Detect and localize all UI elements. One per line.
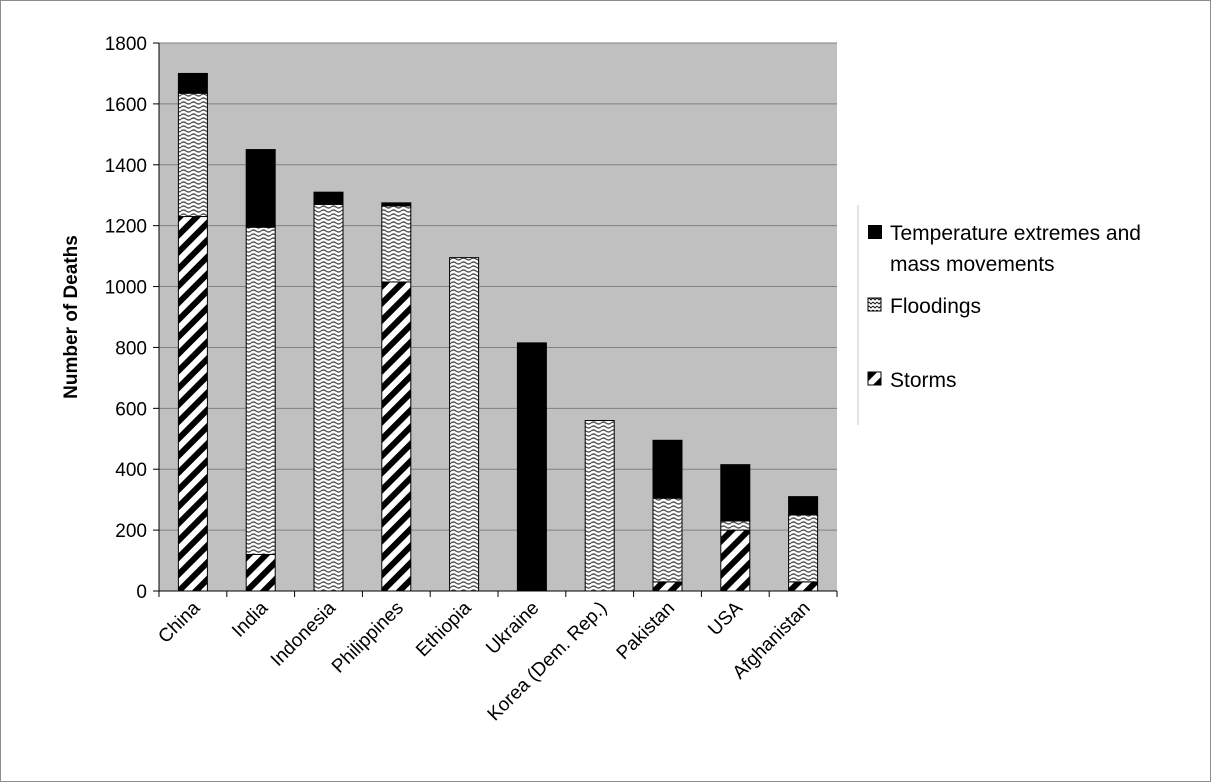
- y-tick-label: 1400: [105, 156, 147, 177]
- bar-segment-wavy-4: [449, 257, 480, 592]
- bar-segment-solid-5: [516, 342, 547, 592]
- legend-swatch-floodings: [867, 297, 882, 312]
- bar-segment-solid-0: [177, 72, 208, 94]
- category-label: China: [154, 597, 204, 647]
- y-tick-label: 200: [115, 521, 147, 542]
- category-label: Ukraine: [482, 598, 543, 659]
- bar-segment-wavy-0: [177, 92, 208, 218]
- bar-segment-wavy-8: [720, 520, 751, 531]
- category-label: Korea (Dem. Rep.): [484, 598, 612, 726]
- legend: Temperature extremes and mass movements …: [857, 205, 1141, 425]
- legend-swatch-temperature: [868, 225, 882, 239]
- y-tick-label: 400: [115, 460, 147, 481]
- y-tick-label: 600: [115, 399, 147, 420]
- bar-segment-diagonal-stripes-7: [652, 581, 683, 592]
- bar-segment-diagonal-stripes-3: [381, 281, 412, 592]
- bar-segment-wavy-3: [381, 205, 412, 283]
- category-label: Ethiopia: [412, 597, 476, 661]
- bar-segment-solid-8: [720, 464, 751, 522]
- bar-segment-solid-1: [245, 149, 276, 228]
- bar-segment-wavy-6: [584, 420, 615, 592]
- legend-label-floodings: Floodings: [890, 295, 981, 318]
- legend-label-temperature-line1: Temperature extremes and: [890, 222, 1141, 245]
- bar-segment-diagonal-stripes-9: [788, 581, 819, 592]
- category-label: Indonesia: [267, 597, 340, 670]
- y-tick-label: 0: [136, 582, 147, 603]
- bar-segment-wavy-7: [652, 497, 683, 583]
- legend-label-storms: Storms: [890, 369, 957, 392]
- bar-segment-solid-9: [788, 496, 819, 516]
- bar-segment-wavy-9: [788, 514, 819, 583]
- y-axis-label: Number of Deaths: [61, 235, 82, 399]
- x-axis-ticks: [158, 591, 838, 597]
- y-axis-ticks: 0 200 400 600 800 1000 1200 1400 1600 1800: [105, 34, 159, 603]
- bar-segment-wavy-1: [245, 226, 276, 555]
- bars: [177, 72, 819, 592]
- y-tick-label: 1600: [105, 95, 147, 116]
- y-tick-label: 1200: [105, 217, 147, 238]
- bar-segment-diagonal-stripes-8: [720, 529, 751, 592]
- legend-label-temperature-line2: mass movements: [890, 253, 1055, 276]
- category-label: Philippines: [328, 598, 408, 678]
- bar-segment-wavy-2: [313, 203, 344, 592]
- category-label: India: [228, 597, 272, 641]
- bar-segment-diagonal-stripes-0: [177, 216, 208, 592]
- y-tick-label: 800: [115, 338, 147, 359]
- bar-segment-solid-7: [652, 439, 683, 499]
- y-tick-label: 1800: [105, 34, 147, 55]
- legend-swatch-storms: [867, 371, 882, 386]
- y-tick-label: 1000: [105, 278, 147, 299]
- bar-segment-solid-3: [381, 202, 412, 207]
- category-label: Pakistan: [613, 598, 679, 664]
- bar-segment-solid-2: [313, 191, 344, 205]
- category-label: USA: [704, 597, 747, 640]
- bar-segment-diagonal-stripes-1: [245, 553, 276, 592]
